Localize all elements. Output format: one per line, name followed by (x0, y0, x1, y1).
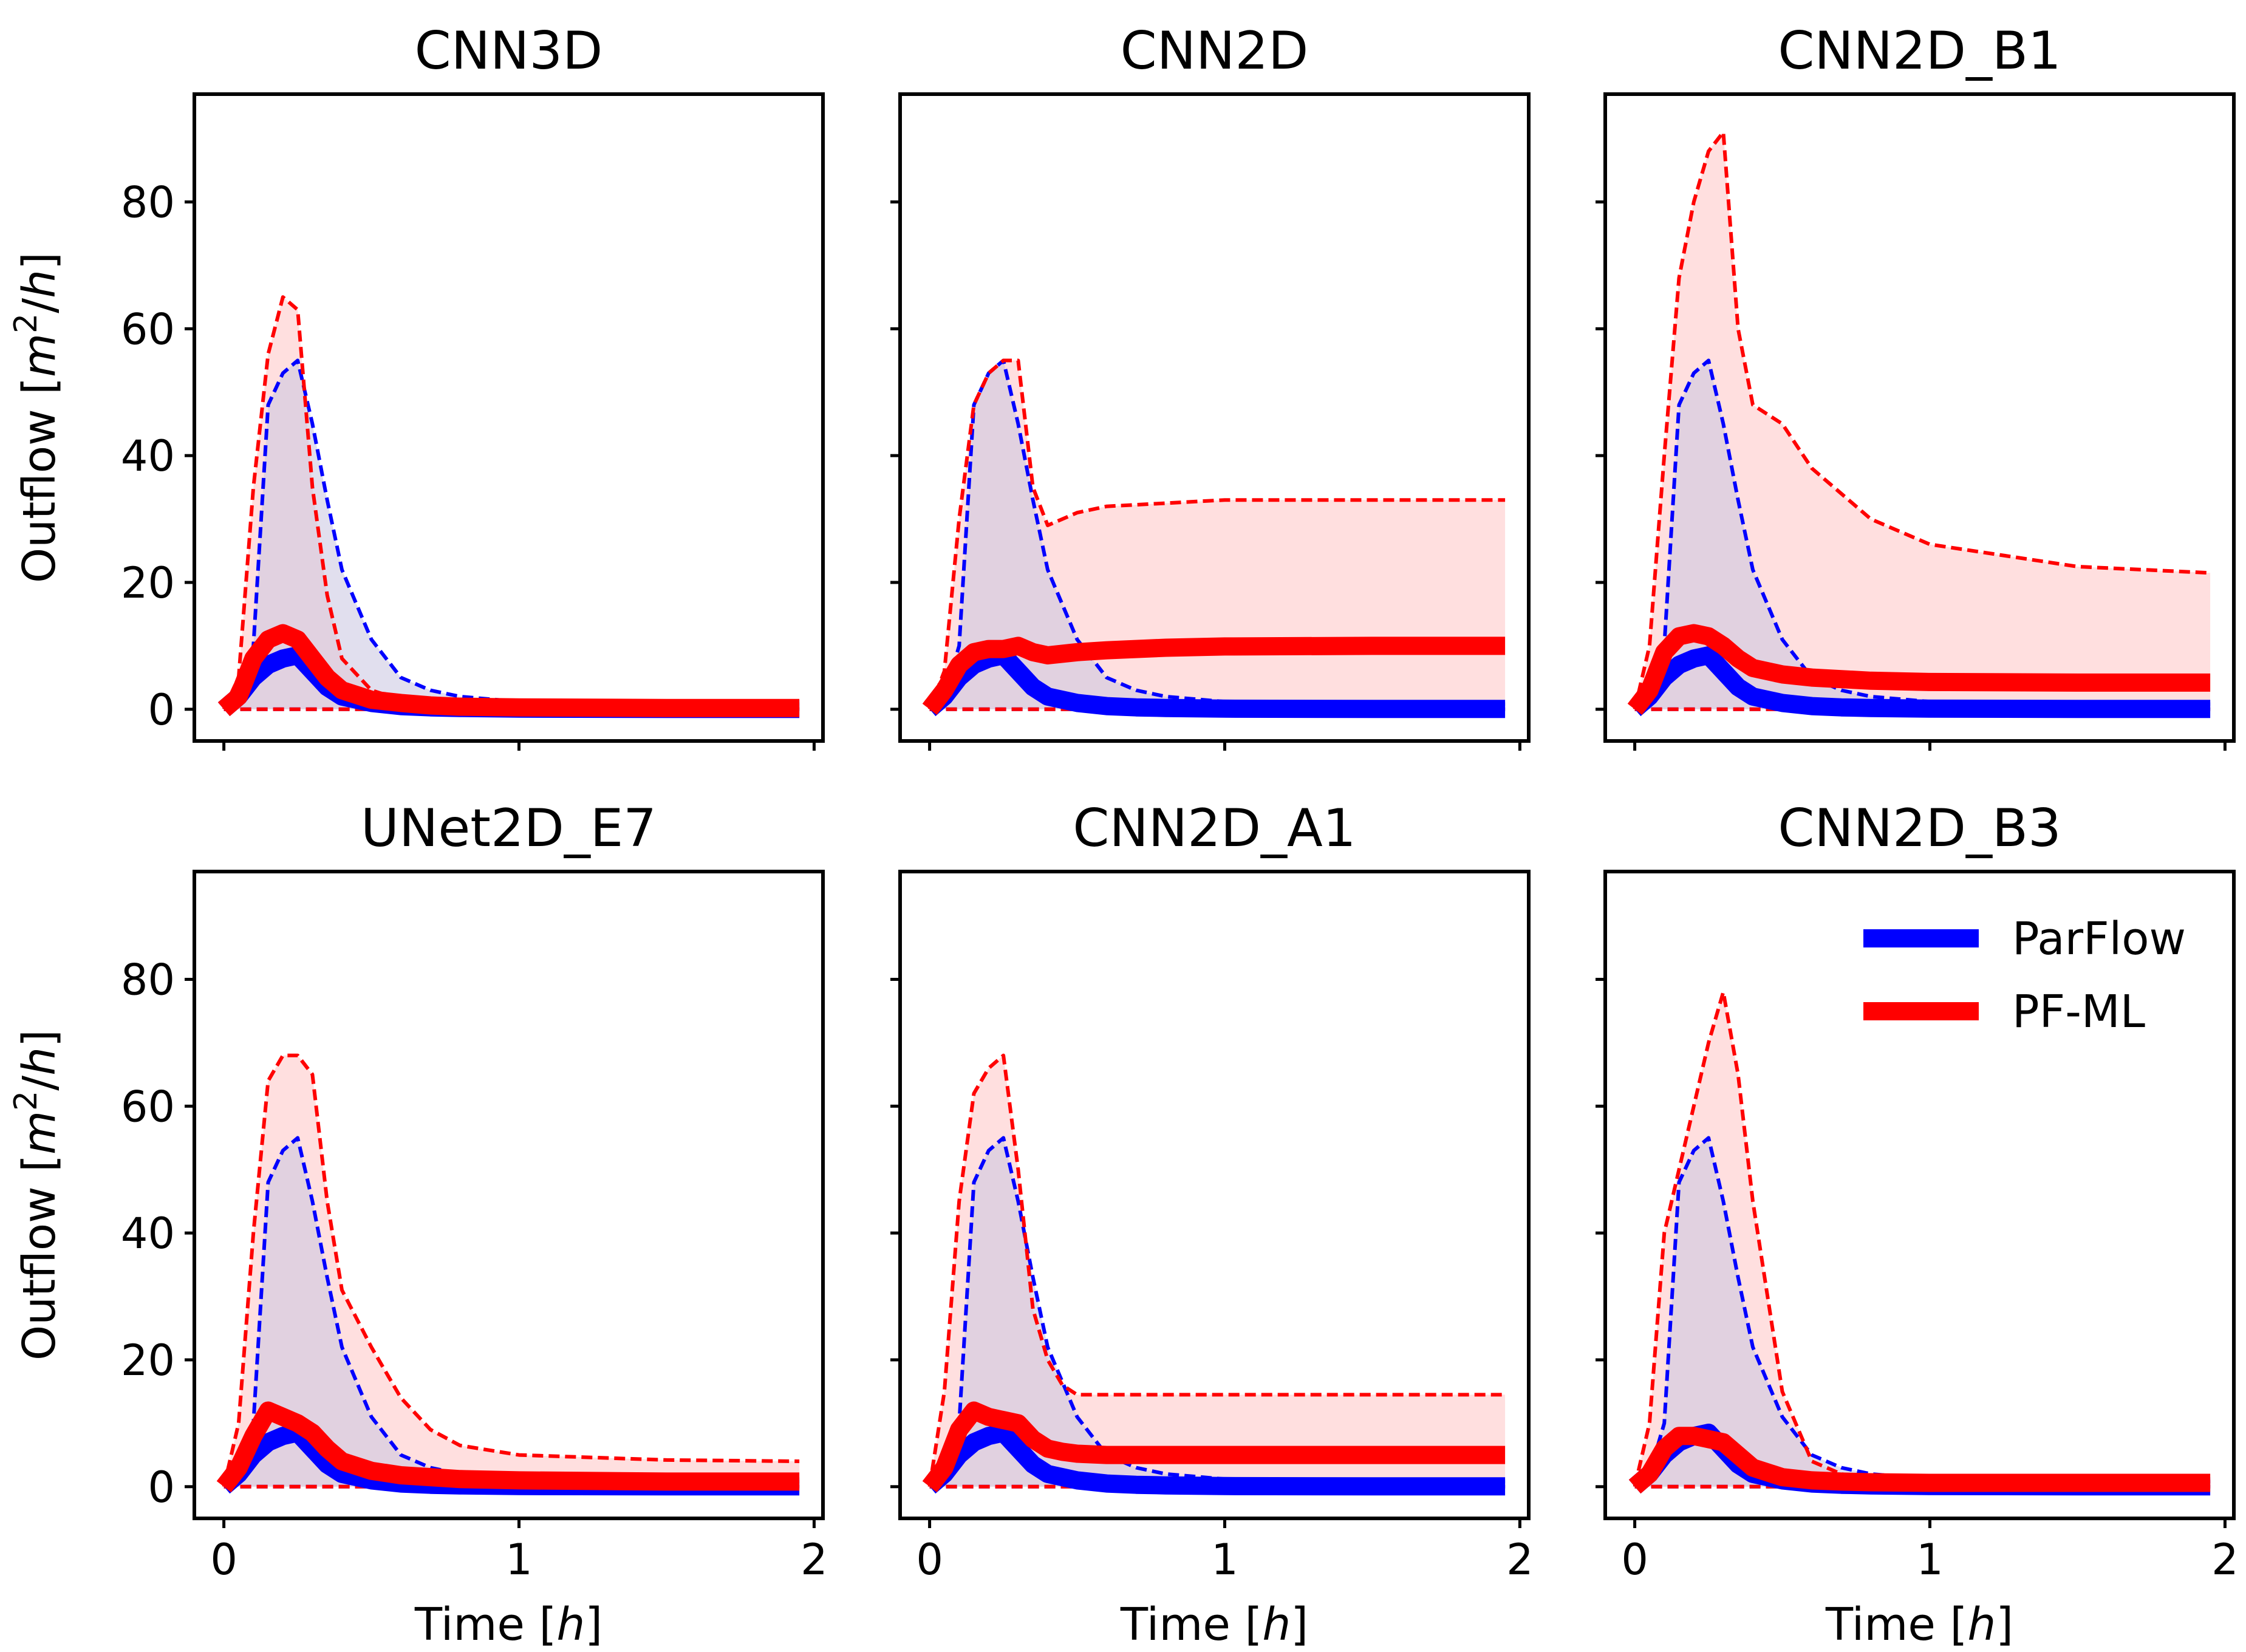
y-label-prefix: Outflow [ (13, 377, 66, 583)
x-tick-label: 1 (1916, 1535, 1944, 1585)
x-label-suffix: ] (585, 1599, 602, 1651)
pfml-mean-line (1628, 1427, 2211, 1494)
panel-cnn2d-a1: 0 1 2 CNN2D_A1 Time [h] (890, 798, 1534, 1651)
pfml-mean-line (217, 624, 800, 717)
panel-title: CNN2D_B3 (1778, 798, 2061, 859)
band-parflow (224, 1138, 800, 1487)
x-label-var: h (1262, 1599, 1291, 1651)
plot-area (922, 358, 1506, 718)
y-label-suffix: ] (13, 1029, 66, 1047)
panel-title: CNN2D_B1 (1778, 21, 2061, 81)
y-label-slash: / (13, 1076, 66, 1091)
x-tick-label: 2 (800, 1535, 828, 1585)
x-axis-label: Time [h] (1120, 1599, 1308, 1651)
y-label-var2: h (13, 1047, 66, 1076)
y-tick-label: 0 (148, 685, 175, 735)
parflow-mean-line (923, 1424, 1506, 1496)
y-tick-label: 0 (148, 1463, 175, 1512)
axes-frame (1603, 870, 2236, 1520)
panel-cnn3d: 0 20 40 60 80 CNN3D Outflow [m2/h] (8, 21, 825, 751)
panel-title: CNN3D (415, 21, 603, 81)
plot-area (216, 1053, 800, 1496)
axes-frame (193, 870, 825, 1520)
y-label-var: m (13, 333, 66, 377)
panel-title: CNN2D (1121, 21, 1309, 81)
plot-area (1628, 990, 2211, 1496)
pfml-mean-line (1627, 624, 2211, 715)
pfml-upper-line (222, 1053, 800, 1487)
x-axis-label: Time [h] (414, 1599, 602, 1651)
y-tick-label: 80 (121, 955, 175, 1005)
band-parflow (1634, 360, 2211, 709)
pfml-upper-line (927, 358, 1506, 710)
x-tick-label: 1 (505, 1535, 533, 1585)
y-axis-label: Outflow [m2/h] (8, 252, 66, 583)
band-parflow (929, 1138, 1506, 1487)
parflow-upper-line (1633, 358, 2211, 711)
y-label-suffix: ] (13, 252, 66, 270)
axes-frame (193, 92, 825, 743)
y-label-prefix: Outflow [ (13, 1155, 66, 1360)
x-tick-label: 2 (1506, 1535, 1534, 1585)
x-label-prefix: Time [ (414, 1599, 557, 1651)
x-tick-label: 1 (1211, 1535, 1238, 1585)
x-label-prefix: Time [ (1825, 1599, 1968, 1651)
plot-area (217, 295, 800, 718)
plot-area (1627, 130, 2211, 718)
pfml-mean-line (216, 1401, 800, 1492)
x-tick-label: 0 (210, 1535, 237, 1585)
panel-title: UNet2D_E7 (361, 798, 657, 859)
y-label-var2: h (13, 270, 66, 298)
panel-cnn2d-b1: CNN2D_B1 (1596, 21, 2236, 751)
y-tick-label: 20 (121, 1336, 175, 1385)
legend: ParFlow PF-ML (1863, 913, 2186, 1038)
panel-title: CNN2D_A1 (1073, 798, 1356, 859)
y-tick-label: 60 (121, 304, 175, 354)
x-label-suffix: ] (1291, 1599, 1308, 1651)
parflow-mean-line (923, 646, 1506, 718)
y-label-slash: / (13, 298, 66, 313)
x-tick-label: 2 (2211, 1535, 2239, 1585)
x-axis-label: Time [h] (1825, 1599, 2013, 1651)
y-label-exp: 2 (8, 313, 44, 333)
parflow-upper-line (928, 358, 1506, 711)
band-pf-ml (929, 360, 1506, 709)
x-tick-label: 0 (1621, 1535, 1648, 1585)
axes-frame (898, 92, 1531, 743)
band-parflow (929, 360, 1506, 709)
parflow-mean-line (1628, 646, 2211, 718)
y-tick-label: 40 (121, 1209, 175, 1258)
y-tick-label: 60 (121, 1082, 175, 1131)
axes-frame (898, 870, 1531, 1520)
band-parflow (224, 360, 800, 709)
pfml-mean-line (922, 1401, 1506, 1492)
x-label-prefix: Time [ (1120, 1599, 1263, 1651)
plot-area (922, 1053, 1506, 1496)
pfml-upper-line (1633, 130, 2211, 710)
x-label-var: h (1967, 1599, 1996, 1651)
axes-frame (1603, 92, 2236, 743)
y-label-var: m (13, 1111, 66, 1155)
legend-label-pf-ml: PF-ML (2012, 986, 2145, 1038)
y-tick-label: 20 (121, 558, 175, 608)
pfml-mean-line (922, 637, 1506, 715)
band-pf-ml (224, 1055, 800, 1487)
y-tick-label: 40 (121, 431, 175, 481)
band-parflow (1634, 1138, 2211, 1487)
panel-cnn2d-b3: 0 1 2 CNN2D_B3 Time [h] (1596, 798, 2239, 1651)
y-axis-label: Outflow [m2/h] (8, 1029, 66, 1360)
pfml-upper-line (927, 1053, 1506, 1487)
y-label-exp: 2 (8, 1091, 44, 1111)
panel-cnn2d: CNN2D (890, 21, 1531, 751)
x-label-var: h (556, 1599, 585, 1651)
parflow-upper-line (928, 1136, 1506, 1489)
legend-label-parflow: ParFlow (2012, 913, 2186, 965)
x-label-suffix: ] (1996, 1599, 2013, 1651)
x-tick-label: 0 (916, 1535, 943, 1585)
y-tick-label: 80 (121, 178, 175, 228)
